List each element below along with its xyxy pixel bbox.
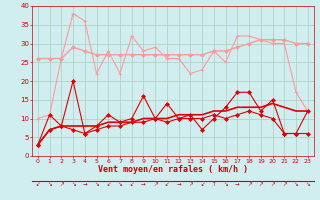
X-axis label: Vent moyen/en rafales ( km/h ): Vent moyen/en rafales ( km/h ) [98, 165, 248, 174]
